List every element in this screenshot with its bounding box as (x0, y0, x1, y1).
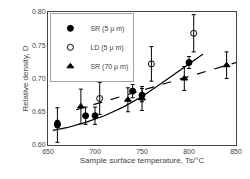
svg-text:Relative density, D: Relative density, D (21, 45, 30, 111)
svg-text:0.65: 0.65 (32, 108, 46, 115)
svg-text:650: 650 (42, 148, 54, 155)
svg-text:SR (5 μ m): SR (5 μ m) (90, 25, 124, 33)
svg-text:800: 800 (183, 148, 195, 155)
svg-text:0.70: 0.70 (32, 75, 46, 82)
svg-text:700: 700 (89, 148, 101, 155)
svg-text:0.75: 0.75 (32, 42, 46, 49)
svg-text:0.80: 0.80 (32, 8, 46, 15)
svg-text:750: 750 (136, 148, 148, 155)
svg-text:LD (5 μ m): LD (5 μ m) (90, 44, 123, 52)
svg-text:850: 850 (230, 148, 242, 155)
svg-text:SR (70 μ m): SR (70 μ m) (90, 63, 128, 71)
svg-text:Sample surface temperature, Ts: Sample surface temperature, Ts/°C (80, 156, 205, 165)
svg-text:0.60: 0.60 (32, 141, 46, 148)
